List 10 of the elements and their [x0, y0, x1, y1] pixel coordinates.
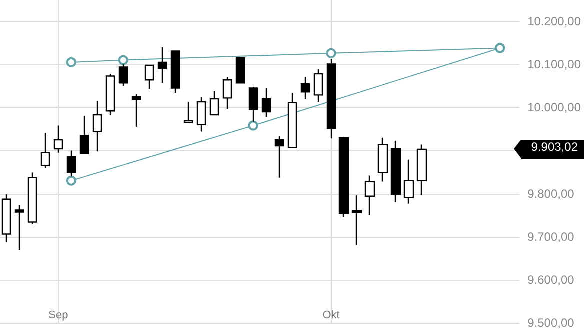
y-tick-label: 10.200,00	[528, 14, 582, 29]
y-tick-label: 9.800,00	[528, 186, 575, 201]
y-tick-label: 10.100,00	[528, 58, 582, 72]
x-tick-label: Sep	[48, 310, 68, 322]
y-tick-label: 9.600,00	[528, 272, 575, 287]
x-tick-label: Okt	[322, 310, 340, 322]
text: 9.903,02	[521, 140, 584, 159]
y-tick-label: 10.000,00	[528, 100, 582, 115]
y-tick-label: 9.700,00	[528, 230, 575, 244]
y-tick-label: 9.500,00	[528, 316, 575, 329]
